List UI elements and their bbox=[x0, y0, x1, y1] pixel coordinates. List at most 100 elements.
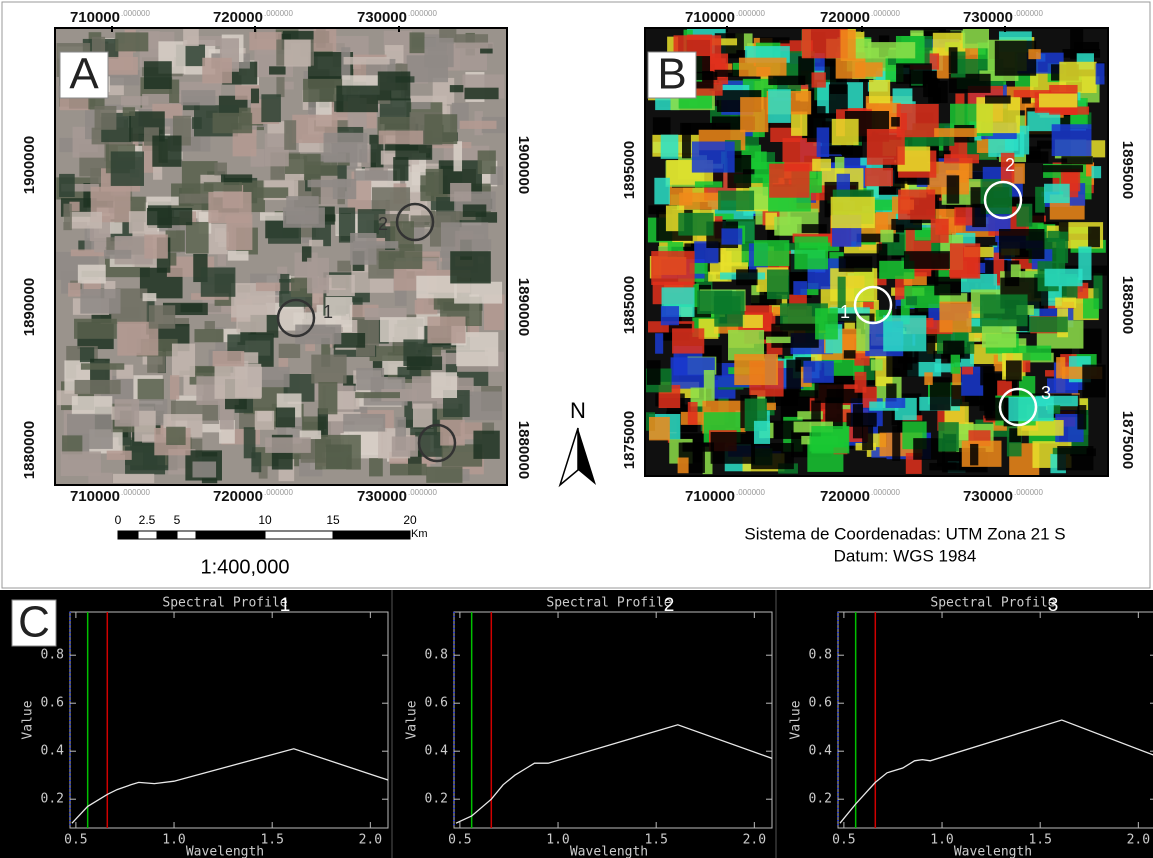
map-patch bbox=[962, 367, 973, 375]
y-coord-label: 1890000 bbox=[21, 278, 38, 336]
map-patch bbox=[390, 464, 427, 476]
scale-unit: Km bbox=[411, 528, 428, 540]
map-patch bbox=[904, 251, 950, 269]
coord-decimal: .000000 bbox=[736, 9, 765, 18]
coord-decimal: .000000 bbox=[408, 9, 437, 18]
map-patch bbox=[115, 399, 140, 426]
map-patch bbox=[885, 398, 905, 408]
map-patch bbox=[794, 236, 828, 269]
scale-segment bbox=[265, 531, 333, 539]
map-patch bbox=[454, 43, 493, 49]
map-patch bbox=[1047, 231, 1060, 242]
map-patch bbox=[453, 141, 462, 171]
scale-label: 15 bbox=[326, 513, 340, 527]
map-patch bbox=[186, 222, 209, 254]
y-tick-label: 0.4 bbox=[41, 744, 65, 759]
figure: 710000.000000710000.000000720000.0000007… bbox=[0, 0, 1153, 858]
map-patch bbox=[868, 42, 916, 58]
x-axis-label: Wavelength bbox=[186, 845, 264, 858]
map-patch bbox=[380, 317, 424, 342]
map-patch bbox=[999, 229, 1044, 259]
map-patch bbox=[769, 164, 809, 198]
x-tick-label: 2.0 bbox=[359, 833, 382, 848]
map-patch bbox=[774, 217, 801, 236]
map-patch bbox=[104, 250, 131, 259]
y-tick-label: 0.4 bbox=[809, 744, 833, 759]
map-patch bbox=[948, 462, 957, 469]
map-patch bbox=[1028, 49, 1040, 59]
map-patch bbox=[906, 296, 917, 305]
map-patch bbox=[111, 151, 144, 186]
map-patch bbox=[392, 436, 418, 456]
map-patch bbox=[1006, 360, 1022, 381]
site-label: 3 bbox=[1041, 383, 1051, 403]
profile-number: 1 bbox=[280, 595, 291, 616]
map-patch bbox=[980, 294, 1028, 326]
map-patch bbox=[678, 213, 713, 236]
x-coord-label: 730000 bbox=[963, 9, 1013, 26]
map-patch bbox=[464, 88, 498, 100]
profile-background bbox=[0, 590, 1153, 858]
map-patch bbox=[754, 240, 789, 266]
x-tick-label: 1.5 bbox=[1028, 833, 1051, 848]
coord-decimal: .000000 bbox=[1014, 9, 1043, 18]
map-patch bbox=[204, 182, 242, 191]
scale-segment bbox=[196, 531, 265, 539]
map-patch bbox=[939, 302, 971, 333]
scale-segment bbox=[333, 531, 410, 539]
map-patch bbox=[235, 367, 262, 398]
map-patch bbox=[192, 462, 216, 478]
map-patch bbox=[692, 142, 735, 173]
map-patch bbox=[424, 38, 453, 67]
y-coord-label: 1900000 bbox=[515, 136, 532, 194]
map-patch bbox=[276, 408, 295, 428]
map-patch bbox=[791, 112, 807, 136]
scale-segment bbox=[118, 531, 138, 539]
y-coord-label: 1880000 bbox=[515, 421, 532, 479]
map-patch bbox=[81, 363, 124, 369]
map-patch bbox=[153, 166, 162, 180]
map-patch bbox=[766, 403, 776, 410]
map-patch bbox=[426, 169, 443, 196]
x-tick-label: 0.5 bbox=[448, 833, 471, 848]
y-coord-label: 1875000 bbox=[1119, 411, 1136, 469]
map-patch bbox=[473, 431, 499, 459]
map-patch bbox=[883, 315, 926, 351]
map-patch bbox=[251, 89, 259, 104]
x-coord-label: 720000 bbox=[213, 9, 263, 26]
map-patch bbox=[424, 114, 457, 144]
map-patch bbox=[913, 438, 937, 460]
panel-letter: B bbox=[657, 50, 686, 99]
map-b bbox=[645, 28, 1108, 476]
map-patch bbox=[853, 404, 863, 438]
y-axis-label: Value bbox=[21, 700, 36, 739]
map-patch bbox=[226, 214, 252, 250]
map-patch bbox=[832, 119, 859, 145]
map-patch bbox=[682, 442, 714, 451]
map-patch bbox=[411, 102, 430, 109]
map-patch bbox=[1091, 166, 1101, 178]
map-patch bbox=[980, 366, 994, 385]
map-patch bbox=[350, 233, 376, 265]
y-tick-label: 0.8 bbox=[41, 648, 64, 663]
coord-decimal: .000000 bbox=[408, 488, 437, 497]
map-patch bbox=[410, 32, 425, 53]
map-patch bbox=[74, 319, 117, 339]
chart-title: Spectral Profile bbox=[930, 596, 1055, 611]
map-patch bbox=[855, 372, 867, 393]
map-patch bbox=[147, 208, 192, 225]
map-patch bbox=[201, 267, 236, 296]
x-tick-label: 2.0 bbox=[743, 833, 766, 848]
map-patch bbox=[840, 30, 855, 60]
y-axis-label: Value bbox=[789, 700, 804, 739]
map-patch bbox=[831, 197, 875, 228]
map-patch bbox=[450, 85, 464, 92]
map-patch bbox=[214, 163, 227, 176]
coord-decimal: .000000 bbox=[264, 9, 293, 18]
map-patch bbox=[286, 196, 318, 224]
map-patch bbox=[179, 194, 211, 204]
map-patch bbox=[450, 183, 471, 201]
x-coord-label: 730000 bbox=[963, 488, 1013, 505]
x-tick-label: 1.0 bbox=[546, 833, 569, 848]
x-coord-label: 720000 bbox=[213, 488, 263, 505]
